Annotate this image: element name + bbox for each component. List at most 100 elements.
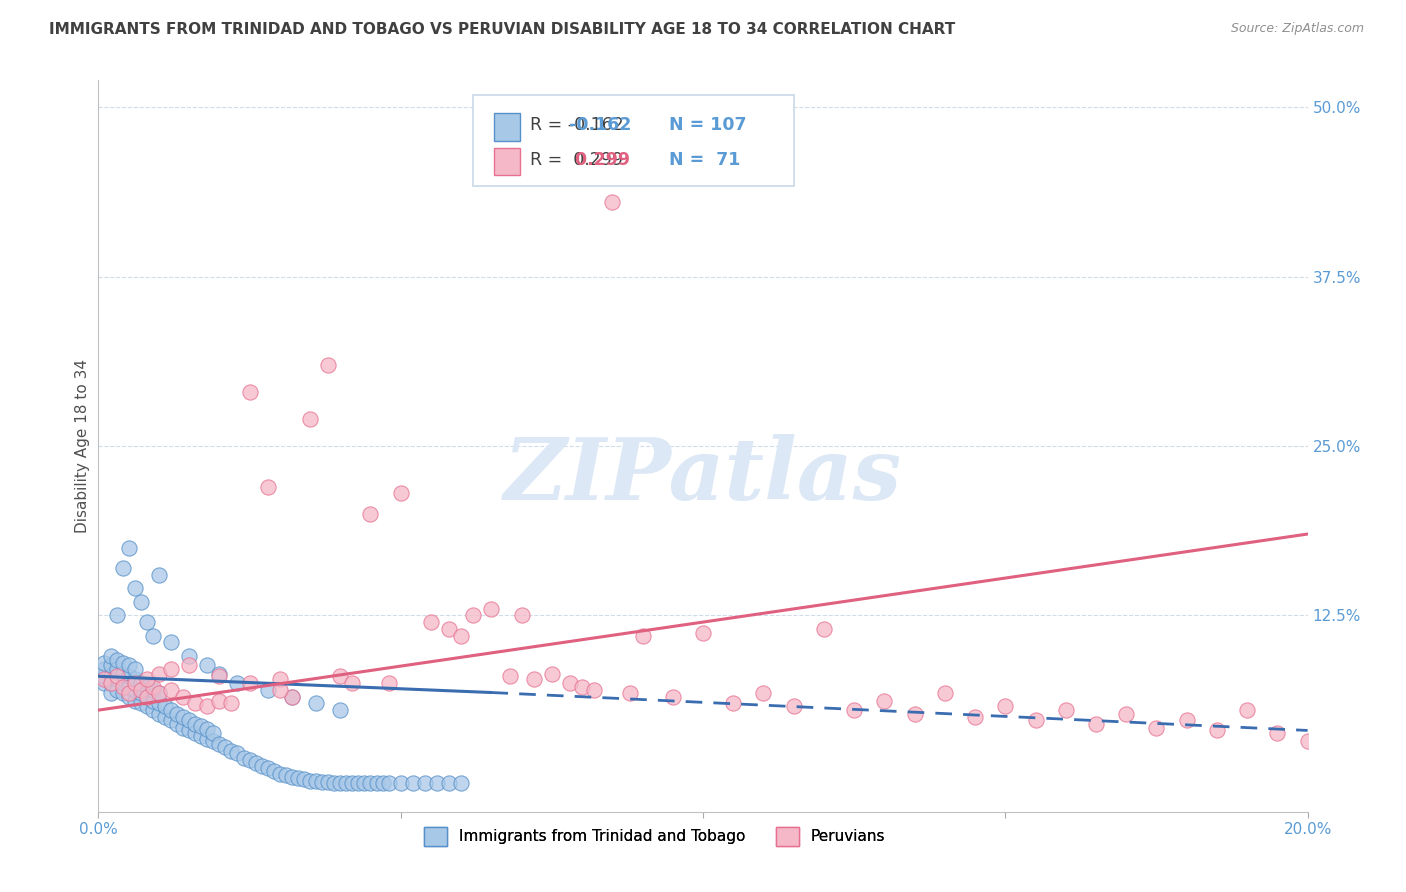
Point [226, 676, 249, 690]
Point [347, 776, 370, 790]
Point [245, 756, 267, 770]
Point [1115, 707, 1137, 722]
Point [93, 663, 115, 677]
Point [142, 629, 165, 643]
Point [602, 195, 624, 210]
Point [100, 648, 122, 663]
Point [934, 685, 956, 699]
Point [232, 750, 254, 764]
FancyBboxPatch shape [494, 147, 520, 176]
Point [437, 776, 460, 790]
Point [184, 726, 207, 740]
Point [160, 663, 183, 677]
Point [498, 669, 520, 683]
Point [214, 739, 236, 754]
Point [450, 629, 472, 643]
Point [965, 710, 987, 724]
Point [129, 685, 152, 699]
Point [360, 507, 382, 521]
Point [153, 710, 176, 724]
Point [93, 672, 115, 686]
Point [305, 697, 328, 711]
Point [450, 776, 472, 790]
Point [179, 658, 201, 673]
Point [239, 753, 262, 767]
Point [413, 776, 436, 790]
Point [111, 676, 134, 690]
Point [135, 672, 157, 686]
Point [402, 776, 425, 790]
Point [118, 658, 141, 673]
Point [335, 776, 357, 790]
Point [118, 690, 141, 704]
Point [274, 768, 297, 782]
Text: N = 107: N = 107 [669, 116, 747, 134]
Point [389, 776, 412, 790]
Point [153, 699, 176, 714]
Point [202, 734, 225, 748]
Point [619, 685, 641, 699]
Point [783, 699, 806, 714]
Y-axis label: Disability Age 18 to 34: Disability Age 18 to 34 [75, 359, 90, 533]
Text: N =  71: N = 71 [669, 151, 741, 169]
Point [184, 697, 207, 711]
Point [100, 676, 122, 690]
Point [124, 676, 146, 690]
Point [329, 776, 352, 790]
Point [292, 772, 315, 787]
Point [269, 766, 291, 780]
Point [311, 775, 333, 789]
Point [420, 615, 443, 629]
Point [281, 690, 304, 704]
Point [160, 703, 183, 717]
Point [179, 723, 201, 738]
Point [148, 685, 170, 699]
Point [172, 690, 194, 704]
Point [111, 685, 134, 699]
Point [389, 486, 412, 500]
Point [426, 776, 449, 790]
Point [195, 658, 218, 673]
Point [202, 726, 225, 740]
Point [263, 764, 285, 778]
Point [111, 656, 134, 670]
Point [752, 685, 775, 699]
Point [208, 693, 231, 707]
Point [184, 716, 207, 731]
Point [93, 669, 115, 683]
Text: R = -0.162: R = -0.162 [530, 116, 624, 134]
Text: 0.299: 0.299 [569, 151, 630, 169]
Point [323, 776, 346, 790]
Point [1267, 726, 1289, 740]
Text: Source: ZipAtlas.com: Source: ZipAtlas.com [1230, 22, 1364, 36]
Point [118, 680, 141, 694]
Point [208, 737, 231, 751]
Point [195, 731, 218, 746]
Text: R =  0.299: R = 0.299 [530, 151, 623, 169]
Point [692, 626, 714, 640]
Legend: Immigrants from Trinidad and Tobago, Peruvians: Immigrants from Trinidad and Tobago, Per… [418, 821, 891, 852]
Point [269, 682, 291, 697]
Point [239, 384, 262, 399]
Point [118, 541, 141, 555]
Point [195, 699, 218, 714]
Point [723, 697, 745, 711]
Point [105, 669, 128, 683]
Point [118, 685, 141, 699]
Point [129, 676, 152, 690]
Point [148, 697, 170, 711]
Point [100, 685, 122, 699]
Point [100, 669, 122, 683]
Point [994, 699, 1017, 714]
Point [160, 713, 183, 727]
Text: ZIPatlas: ZIPatlas [503, 434, 903, 517]
Point [437, 622, 460, 636]
Point [160, 682, 183, 697]
Point [111, 666, 134, 681]
Point [1206, 723, 1229, 738]
Point [329, 703, 352, 717]
Point [105, 682, 128, 697]
Point [1296, 734, 1319, 748]
Point [124, 682, 146, 697]
Point [124, 693, 146, 707]
